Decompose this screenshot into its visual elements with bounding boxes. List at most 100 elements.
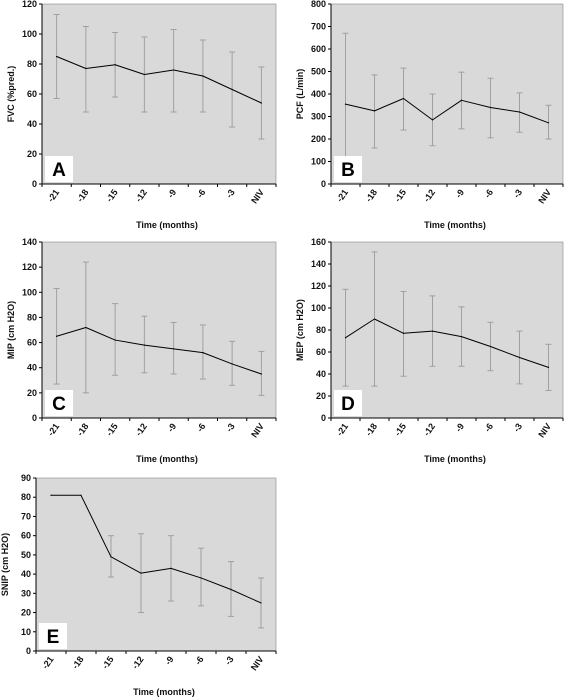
data-point [85,326,87,329]
y-tick-label: 700 [311,22,326,32]
series-line-segment [85,64,116,69]
x-axis-title: Time (months) [136,454,198,464]
panel-label: C [52,394,66,415]
data-point [518,111,521,113]
x-tick-label: -21 [334,187,350,203]
plot-area [330,241,564,419]
x-tick-label: -6 [193,654,206,666]
panel-label-box [334,390,362,416]
series-line-segment [230,588,262,604]
x-tick-label: -3 [224,421,237,433]
series-line-segment [461,99,491,108]
y-tick-label: 80 [316,325,326,335]
series-line-segment [56,326,87,337]
x-tick-label: NIV [536,187,553,205]
series-line-segment [345,318,375,339]
y-tick-label: 40 [316,369,326,379]
x-tick-label: NIV [249,421,266,439]
series-line-segment [80,494,112,558]
y-tick-label: 40 [27,119,37,129]
y-tick-label: 160 [311,237,326,247]
data-point [344,337,347,339]
data-point [143,73,145,76]
y-axis-title: FVC (%pred.) [6,66,16,123]
y-tick-label: 0 [32,179,37,189]
x-tick-label: -6 [195,421,208,433]
panel-label: A [52,160,66,181]
x-axis-title: Time (months) [136,220,198,230]
x-tick-label: -18 [75,187,91,203]
x-axis-title: Time (months) [424,220,486,230]
data-point [344,103,347,105]
plot-area [330,3,564,185]
x-tick-label: NIV [249,187,266,205]
series-line-segment [490,107,520,113]
panel-label-box [45,390,73,416]
series-line-segment [403,330,433,334]
y-axis-title: MIP (cm H2O) [6,301,16,359]
x-tick-label: -12 [133,421,149,437]
y-tick-label: 60 [21,531,31,541]
x-tick-label: NIV [249,654,266,672]
data-point [85,67,87,70]
data-point [231,88,233,91]
x-tick-label: -3 [511,421,524,433]
plot-area [41,241,277,419]
panel-label: B [341,160,355,181]
data-point [80,494,82,496]
y-tick-label: 100 [22,287,37,297]
y-tick-label: 100 [311,157,326,167]
y-axis-title: PCF (L/min) [295,69,305,120]
x-tick-label: -18 [70,654,86,670]
y-tick-label: 140 [22,237,37,247]
data-point [202,75,204,77]
y-tick-label: 120 [311,281,326,291]
series-line-segment [374,318,404,334]
error-bar [141,315,148,374]
error-bar [112,303,119,376]
series-line-segment [110,556,142,574]
series-line-segment [490,346,520,358]
data-point [114,64,116,66]
series-line-segment [173,69,204,77]
data-point [170,567,172,569]
data-point [260,102,262,104]
series-line-segment [114,339,145,346]
x-tick-label: -6 [482,187,495,199]
series-line-segment [173,348,204,354]
data-point [143,344,145,346]
x-tick-label: -12 [133,187,149,203]
x-axis-title: Time (months) [424,454,486,464]
series-line-segment [143,69,175,75]
y-tick-label: 40 [27,363,37,373]
error-bar [199,324,206,380]
data-point [489,345,492,348]
y-axis-title: SNIP (cm H2O) [0,533,10,596]
series-line-segment [345,103,375,112]
data-point [547,122,550,124]
series-line-segment [202,75,233,90]
data-point [402,332,405,334]
data-point [202,352,204,354]
error-bar [82,26,89,113]
x-tick-label: -12 [421,421,437,437]
data-point [431,119,434,121]
series-line-segment [200,577,232,590]
x-tick-label: -9 [165,421,178,433]
y-tick-label: 50 [21,550,31,560]
y-tick-label: 70 [21,511,31,521]
y-tick-label: 20 [21,608,31,618]
panel-label: D [341,394,355,415]
y-tick-label: 0 [26,646,31,656]
chart-panel-d: 0 20 40 60 80 100 120 140 160 -21 -18 -15 -12 -9 -6 -3 N… [295,237,564,464]
y-tick-label: 0 [321,179,326,189]
x-tick-label: -21 [40,654,56,670]
series-line-segment [170,567,202,579]
x-tick-label: -18 [75,421,91,437]
x-tick-label: NIV [536,421,553,439]
series-line-segment [403,98,433,121]
y-tick-label: 400 [311,89,326,99]
chart-panel-e: 0 10 20 30 40 50 60 70 80 90 -21 -18 -15 -12 -9 -6 -3 NIV… [0,473,277,697]
x-tick-label: -15 [100,654,116,670]
